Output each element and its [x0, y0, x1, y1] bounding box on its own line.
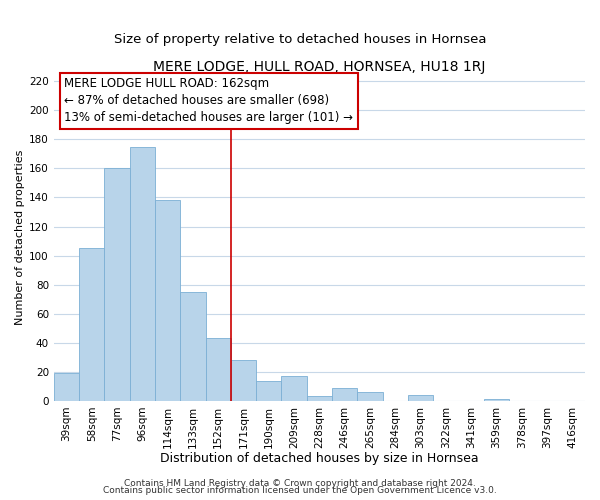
- Bar: [79, 248, 104, 401]
- Text: MERE LODGE HULL ROAD: 162sqm
← 87% of detached houses are smaller (698)
13% of s: MERE LODGE HULL ROAD: 162sqm ← 87% of de…: [64, 78, 353, 124]
- Bar: [54, 373, 79, 401]
- Bar: [307, 396, 332, 401]
- Text: Contains HM Land Registry data © Crown copyright and database right 2024.: Contains HM Land Registry data © Crown c…: [124, 478, 476, 488]
- X-axis label: Distribution of detached houses by size in Hornsea: Distribution of detached houses by size …: [160, 452, 479, 465]
- Bar: [332, 388, 358, 401]
- Bar: [358, 392, 383, 401]
- Bar: [104, 168, 130, 401]
- Title: MERE LODGE, HULL ROAD, HORNSEA, HU18 1RJ: MERE LODGE, HULL ROAD, HORNSEA, HU18 1RJ: [153, 60, 485, 74]
- Bar: [130, 146, 155, 401]
- Bar: [281, 376, 307, 401]
- Y-axis label: Number of detached properties: Number of detached properties: [15, 150, 25, 325]
- Bar: [484, 400, 509, 401]
- Bar: [180, 292, 206, 401]
- Bar: [256, 380, 281, 401]
- Text: Size of property relative to detached houses in Hornsea: Size of property relative to detached ho…: [114, 32, 486, 46]
- Bar: [155, 200, 180, 401]
- Bar: [231, 360, 256, 401]
- Text: Contains public sector information licensed under the Open Government Licence v3: Contains public sector information licen…: [103, 486, 497, 495]
- Bar: [206, 338, 231, 401]
- Bar: [408, 395, 433, 401]
